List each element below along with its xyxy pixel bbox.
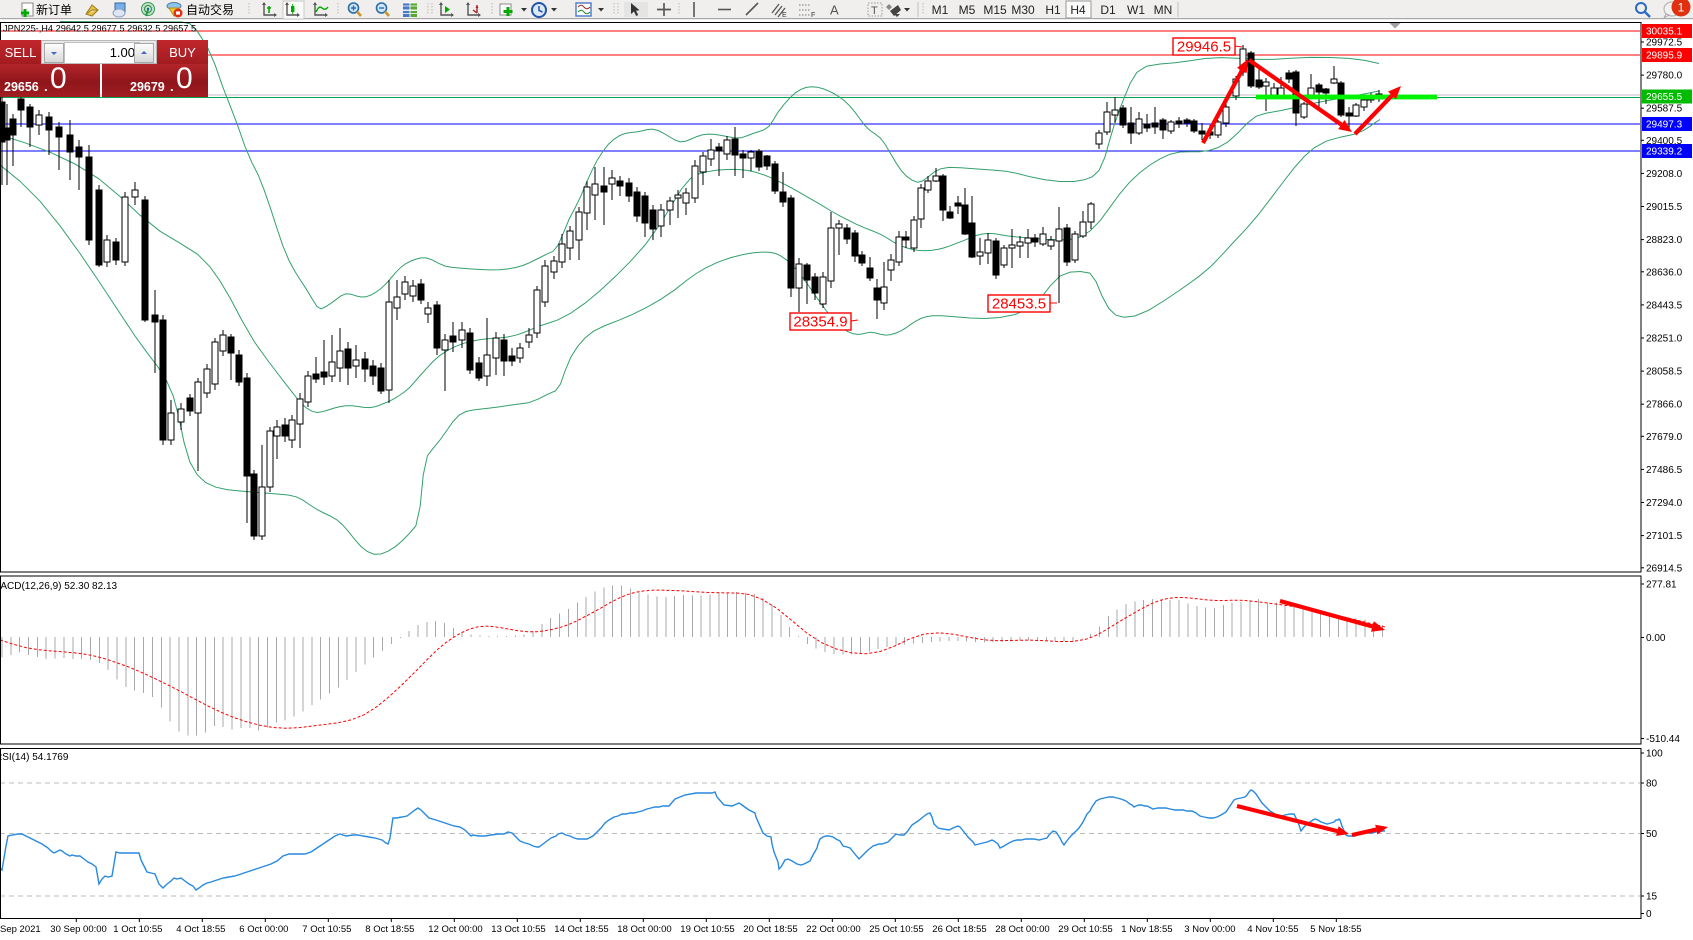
svg-text:14 Oct 18:55: 14 Oct 18:55 [554, 924, 608, 935]
svg-text:6 Oct 00:00: 6 Oct 00:00 [239, 924, 288, 935]
svg-text:50: 50 [1646, 829, 1658, 840]
svg-text:D1: D1 [1100, 3, 1116, 17]
svg-text:W1: W1 [1127, 3, 1145, 17]
svg-text:29587.5: 29587.5 [1646, 104, 1683, 115]
svg-text:28443.5: 28443.5 [1646, 300, 1683, 311]
svg-text:29972.5: 29972.5 [1646, 38, 1683, 49]
svg-text:28058.5: 28058.5 [1646, 367, 1683, 378]
svg-text:29339.2: 29339.2 [1646, 147, 1683, 158]
svg-text:29015.5: 29015.5 [1646, 202, 1683, 213]
svg-text:MN: MN [1154, 3, 1173, 17]
svg-text:E: E [782, 12, 787, 19]
svg-text:100: 100 [1646, 749, 1663, 760]
svg-text:7 Oct 10:55: 7 Oct 10:55 [302, 924, 351, 935]
svg-text:T: T [871, 5, 878, 17]
svg-text:25 Oct 10:55: 25 Oct 10:55 [869, 924, 923, 935]
svg-text:MACD(12,26,9) 52.30 82.13: MACD(12,26,9) 52.30 82.13 [0, 581, 118, 592]
svg-text:19 Oct 10:55: 19 Oct 10:55 [680, 924, 734, 935]
svg-text:JPN225-,H4 29642.5 29677.5 29: JPN225-,H4 29642.5 29677.5 29632.5 29657… [3, 24, 196, 34]
svg-text:15: 15 [1646, 892, 1658, 903]
svg-text:27866.0: 27866.0 [1646, 400, 1683, 411]
svg-text:新订单: 新订单 [36, 2, 72, 17]
svg-text:30035.1: 30035.1 [1646, 27, 1683, 38]
svg-text:29946.5: 29946.5 [1177, 39, 1231, 56]
svg-text:12 Oct 00:00: 12 Oct 00:00 [428, 924, 482, 935]
svg-text:29895.9: 29895.9 [1646, 51, 1683, 62]
svg-text:M5: M5 [959, 3, 976, 17]
svg-text:29497.3: 29497.3 [1646, 120, 1683, 131]
svg-text:22 Oct 00:00: 22 Oct 00:00 [806, 924, 860, 935]
svg-text:M15: M15 [983, 3, 1007, 17]
svg-text:A: A [830, 3, 839, 18]
svg-text:18 Oct 00:00: 18 Oct 00:00 [617, 924, 671, 935]
svg-text:27486.5: 27486.5 [1646, 465, 1683, 476]
svg-text:-510.44: -510.44 [1646, 734, 1680, 745]
svg-text:H4: H4 [1070, 3, 1086, 17]
svg-text:F: F [811, 12, 815, 19]
svg-text:28636.0: 28636.0 [1646, 267, 1683, 278]
svg-text:0: 0 [1646, 909, 1652, 920]
svg-text:4 Oct 18:55: 4 Oct 18:55 [176, 924, 225, 935]
svg-text:3 Nov 00:00: 3 Nov 00:00 [1184, 924, 1235, 935]
svg-text:29780.0: 29780.0 [1646, 71, 1683, 82]
svg-text:8 Oct 18:55: 8 Oct 18:55 [365, 924, 414, 935]
svg-text:4 Nov 10:55: 4 Nov 10:55 [1247, 924, 1298, 935]
svg-text:28354.9: 28354.9 [793, 314, 847, 331]
svg-text:自动交易: 自动交易 [186, 2, 234, 17]
svg-text:29655.5: 29655.5 [1646, 92, 1683, 103]
svg-text:277.81: 277.81 [1646, 580, 1677, 591]
svg-text:27294.0: 27294.0 [1646, 498, 1683, 509]
svg-text:80: 80 [1646, 779, 1658, 790]
svg-text:Sep 2021: Sep 2021 [0, 924, 41, 935]
svg-text:27679.0: 27679.0 [1646, 432, 1683, 443]
svg-text:1: 1 [1678, 1, 1685, 15]
svg-text:20 Oct 18:55: 20 Oct 18:55 [743, 924, 797, 935]
svg-text:RSI(14) 54.1769: RSI(14) 54.1769 [0, 752, 69, 763]
svg-text:M1: M1 [932, 3, 949, 17]
svg-text:26 Oct 18:55: 26 Oct 18:55 [932, 924, 986, 935]
svg-text:26914.5: 26914.5 [1646, 563, 1683, 574]
svg-text:29 Oct 10:55: 29 Oct 10:55 [1058, 924, 1112, 935]
svg-text:1 Oct 10:55: 1 Oct 10:55 [113, 924, 162, 935]
svg-text:29400.5: 29400.5 [1646, 136, 1683, 147]
svg-text:28453.5: 28453.5 [992, 296, 1046, 313]
svg-text:13 Oct 10:55: 13 Oct 10:55 [491, 924, 545, 935]
svg-text:28 Oct 00:00: 28 Oct 00:00 [995, 924, 1049, 935]
svg-text:29208.0: 29208.0 [1646, 169, 1683, 180]
svg-text:27101.5: 27101.5 [1646, 531, 1683, 542]
svg-text:0.00: 0.00 [1646, 633, 1666, 644]
svg-text:30 Sep 00:00: 30 Sep 00:00 [50, 924, 107, 935]
svg-text:5 Nov 18:55: 5 Nov 18:55 [1310, 924, 1361, 935]
svg-text:28251.0: 28251.0 [1646, 334, 1683, 345]
svg-text:1 Nov 18:55: 1 Nov 18:55 [1121, 924, 1172, 935]
svg-text:28823.0: 28823.0 [1646, 235, 1683, 246]
svg-text:H1: H1 [1045, 3, 1061, 17]
svg-text:M30: M30 [1011, 3, 1035, 17]
